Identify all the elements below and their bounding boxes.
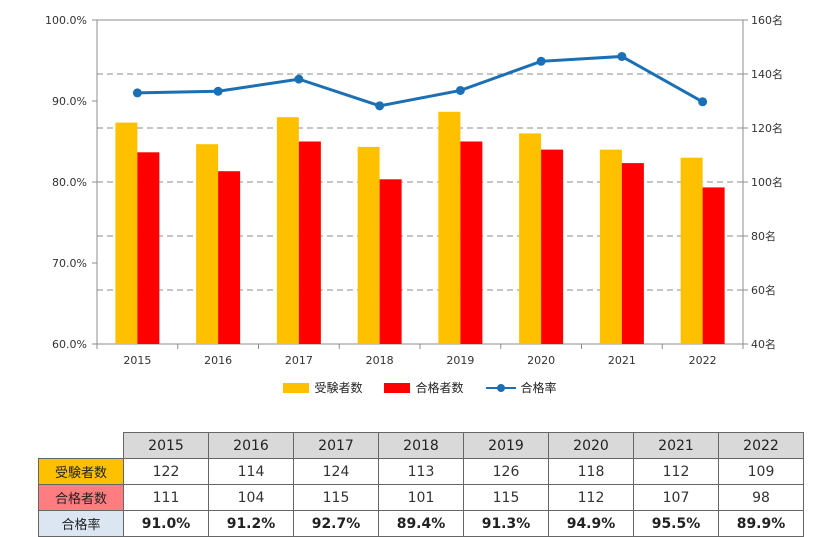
- bar-passers: [541, 149, 564, 344]
- left-axis-tick-label: 90.0%: [52, 95, 87, 108]
- pass-rate-point: [536, 56, 546, 66]
- table-cell: 101: [378, 484, 464, 511]
- table-cell: 114: [208, 458, 294, 485]
- table-row-pass-rate: 合格率 91.0% 91.2% 92.7% 89.4% 91.3% 94.9% …: [38, 510, 804, 537]
- x-axis-tick-label: 2021: [608, 354, 636, 367]
- right-axis-tick-label: 140名: [751, 67, 783, 81]
- legend-item-pass: 合格者数: [384, 379, 464, 396]
- legend-label-pass: 合格者数: [415, 381, 464, 395]
- table-row-label: 受験者数: [38, 458, 124, 485]
- pass-rate-point: [698, 97, 708, 107]
- x-axis-tick-label: 2020: [527, 354, 555, 367]
- left-axis-tick-label: 100.0%: [45, 14, 87, 27]
- table-corner-cell: [38, 432, 124, 459]
- data-table: 2015 2016 2017 2018 2019 2020 2021 2022 …: [38, 432, 804, 537]
- x-axis-tick-label: 2017: [285, 354, 313, 367]
- bar-examinees: [276, 117, 299, 344]
- table-cell: 113: [378, 458, 464, 485]
- table-year-header: 2020: [548, 432, 634, 459]
- table-row-passers: 合格者数 111 104 115 101 115 112 107 98: [38, 484, 804, 511]
- bar-passers: [218, 171, 241, 344]
- bar-examinees: [196, 144, 219, 344]
- table-cell: 122: [123, 458, 209, 485]
- x-axis-tick-label: 2018: [366, 354, 394, 367]
- bar-passers: [298, 141, 321, 344]
- legend-swatch-rate: [485, 383, 516, 393]
- table-row-label: 合格者数: [38, 484, 124, 511]
- table-cell: 115: [463, 484, 549, 511]
- left-axis-tick-label: 70.0%: [52, 257, 87, 270]
- table-cell: 104: [208, 484, 294, 511]
- table-cell: 92.7%: [293, 510, 379, 537]
- pass-rate-point: [617, 51, 627, 61]
- legend-swatch-exam: [283, 382, 310, 393]
- right-axis-tick-label: 120名: [751, 121, 783, 135]
- bar-examinees: [115, 122, 138, 344]
- right-axis-tick-label: 60名: [751, 283, 776, 297]
- table-cell: 95.5%: [633, 510, 719, 537]
- left-axis-tick-label: 80.0%: [52, 176, 87, 189]
- x-axis-tick-label: 2016: [204, 354, 232, 367]
- table-cell: 126: [463, 458, 549, 485]
- table-cell: 109: [718, 458, 804, 485]
- table-cell: 91.2%: [208, 510, 294, 537]
- legend-item-exam: 受験者数: [283, 379, 362, 396]
- bar-passers: [621, 163, 644, 344]
- bar-examinees: [599, 149, 622, 344]
- bar-passers: [379, 179, 402, 344]
- right-axis-tick-label: 100名: [751, 175, 783, 189]
- bar-examinees: [357, 146, 380, 344]
- table-year-header: 2018: [378, 432, 464, 459]
- table-year-header: 2017: [293, 432, 379, 459]
- table-year-header: 2016: [208, 432, 294, 459]
- pass-rate-point: [213, 86, 223, 96]
- table-cell: 89.4%: [378, 510, 464, 537]
- legend-label-exam: 受験者数: [314, 381, 363, 395]
- table-cell: 91.0%: [123, 510, 209, 537]
- chart-legend: 受験者数 合格者数 合格率: [0, 379, 840, 396]
- left-axis-tick-label: 60.0%: [52, 338, 87, 351]
- bar-examinees: [438, 111, 461, 344]
- table-cell: 124: [293, 458, 379, 485]
- pass-rate-point: [132, 88, 142, 98]
- pass-rate-point: [375, 101, 385, 111]
- x-axis-tick-label: 2015: [123, 354, 151, 367]
- right-axis-tick-label: 160名: [751, 13, 783, 27]
- bar-examinees: [519, 133, 542, 344]
- x-axis-tick-label: 2022: [689, 354, 717, 367]
- table-row-label: 合格率: [38, 510, 124, 537]
- bar-passers: [137, 152, 160, 344]
- bar-examinees: [680, 157, 703, 344]
- combo-chart: 60.0% 70.0% 80.0% 90.0% 100.0% 40名 60名 80名 100名 1…: [45, 13, 783, 367]
- legend-swatch-pass: [384, 382, 411, 393]
- table-row-examinees: 受験者数 122 114 124 113 126 118 112 109: [38, 458, 804, 485]
- pass-rate-point: [294, 74, 304, 84]
- table-cell: 112: [548, 484, 634, 511]
- table-cell: 107: [633, 484, 719, 511]
- bar-passers: [702, 187, 725, 344]
- table-cell: 98: [718, 484, 804, 511]
- table-cell: 112: [633, 458, 719, 485]
- pass-rate-line: [137, 54, 704, 108]
- table-cell: 118: [548, 458, 634, 485]
- bar-passers: [460, 141, 483, 344]
- right-axis-tick-label: 80名: [751, 229, 776, 243]
- legend-label-rate: 合格率: [520, 381, 557, 395]
- table-year-header: 2015: [123, 432, 209, 459]
- pass-rate-point: [455, 85, 465, 95]
- table-header-row: 2015 2016 2017 2018 2019 2020 2021 2022: [38, 432, 804, 459]
- table-year-header: 2019: [463, 432, 549, 459]
- table-cell: 94.9%: [548, 510, 634, 537]
- right-axis-tick-label: 40名: [751, 337, 776, 351]
- table-cell: 89.9%: [718, 510, 804, 537]
- table-cell: 115: [293, 484, 379, 511]
- x-axis-tick-label: 2019: [446, 354, 474, 367]
- table-year-header: 2022: [718, 432, 804, 459]
- table-year-header: 2021: [633, 432, 719, 459]
- table-cell: 111: [123, 484, 209, 511]
- legend-item-rate: 合格率: [485, 379, 557, 396]
- table-cell: 91.3%: [463, 510, 549, 537]
